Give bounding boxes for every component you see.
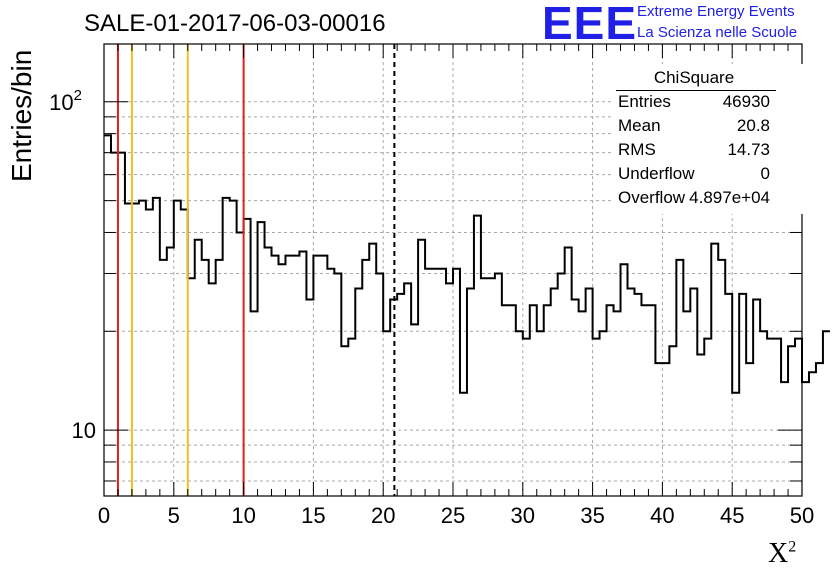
stats-label: Entries bbox=[618, 92, 671, 111]
stats-value: 14.73 bbox=[727, 140, 770, 159]
marker-lines bbox=[116, 44, 396, 496]
histogram-line bbox=[104, 134, 830, 394]
y-axis-label: Entries/bin bbox=[6, 49, 37, 182]
eee-logo: EEE bbox=[542, 0, 638, 49]
stats-title: ChiSquare bbox=[653, 68, 735, 87]
stats-value: 46930 bbox=[722, 92, 770, 111]
stats-value: 4.897e+04 bbox=[689, 188, 770, 207]
x-axis-label: X2 bbox=[768, 538, 796, 570]
chart-title: SALE-01-2017-06-03-00016 bbox=[84, 10, 386, 37]
axes: 0 5 10 15 20 25 30 35 40 45 50 10 102 bbox=[49, 44, 814, 528]
stats-divider bbox=[616, 90, 776, 91]
x-tick-label: 45 bbox=[720, 503, 744, 528]
stats-row-underflow: Underflow 0 bbox=[618, 164, 770, 186]
x-axis-label-superscript: 2 bbox=[788, 538, 797, 556]
stats-value: 0 bbox=[760, 164, 770, 183]
x-axis-label-text: X bbox=[768, 538, 789, 569]
logo-line-1: Extreme Energy Events bbox=[637, 3, 795, 20]
logo-line-2: La Scienza nelle Scuole bbox=[637, 24, 798, 41]
x-tick-label: 10 bbox=[231, 503, 255, 528]
stats-row-entries: Entries 46930 bbox=[618, 92, 770, 114]
stats-label: RMS bbox=[618, 140, 656, 159]
y-tick-label: 10 bbox=[72, 418, 96, 443]
x-tick-label: 35 bbox=[580, 503, 604, 528]
stats-value: 20.8 bbox=[736, 116, 770, 135]
x-tick-label: 50 bbox=[790, 503, 814, 528]
histogram-series bbox=[104, 134, 830, 394]
stats-row-overflow: Overflow 4.897e+04 bbox=[618, 188, 770, 210]
x-tick-label: 5 bbox=[168, 503, 180, 528]
x-tick-label: 40 bbox=[650, 503, 674, 528]
stats-label: Underflow bbox=[618, 164, 695, 183]
x-tick-label: 20 bbox=[371, 503, 395, 528]
stats-box: ChiSquare Entries 46930 Mean 20.8 RMS 14… bbox=[612, 64, 804, 214]
x-tick-label: 30 bbox=[511, 503, 535, 528]
stats-label: Mean bbox=[618, 116, 661, 135]
y-tick-label: 102 bbox=[49, 87, 82, 115]
x-tick-label: 25 bbox=[441, 503, 465, 528]
stats-label: Overflow bbox=[618, 188, 686, 207]
x-tick-label: 0 bbox=[98, 503, 110, 528]
x-tick-label: 15 bbox=[301, 503, 325, 528]
grid bbox=[104, 44, 802, 496]
stats-row-mean: Mean 20.8 bbox=[618, 116, 770, 138]
stats-row-rms: RMS 14.73 bbox=[618, 140, 770, 162]
